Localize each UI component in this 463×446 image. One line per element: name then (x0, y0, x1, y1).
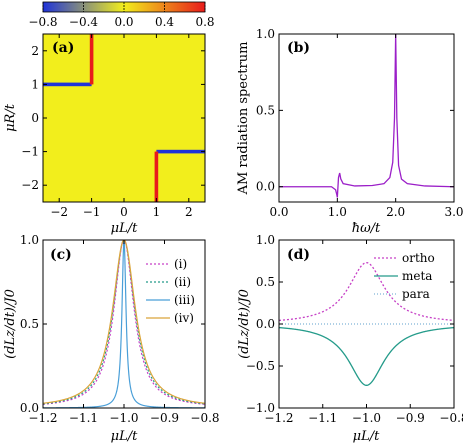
panel-b-plot (279, 34, 454, 198)
panel-a-xtick-label: −2 (50, 205, 68, 219)
panel-b: 0.0 1.0 2.0 3.0 0.0 0.5 1.0 (b) ħω/t AM radiat… (236, 27, 463, 236)
panel-d-label: (d) (287, 247, 310, 263)
panel-a: −2 −1 0 1 2 −2 −1 0 1 2 (a) μL/t μR/t (3, 33, 206, 236)
panel-d-ytick-label: 0.5 (256, 275, 275, 289)
panel-a-ytick-label: 1 (31, 77, 39, 91)
panel-a-xtick-label: 1 (153, 205, 161, 219)
panel-b-xtick-label: 3.0 (444, 205, 463, 219)
panel-a-ytick-label: −2 (21, 178, 39, 192)
panel-c-ytick-label: 0.0 (20, 401, 39, 415)
panel-d-series-line (279, 326, 454, 386)
panel-c-ytick-label: 0.5 (20, 317, 39, 331)
legend-entry: para (402, 287, 430, 301)
heatmap-line-horizontal (156, 149, 205, 154)
legend-entry: (iii) (174, 293, 195, 307)
panel-a-label: (a) (52, 40, 74, 56)
panel-c-legend: (i) (ii) (iii) (iv) (146, 257, 195, 325)
panel-b-xtick-label: 1.0 (328, 205, 347, 219)
colorbar-tick-label: −0.8 (28, 15, 57, 29)
panel-b-frame (278, 33, 455, 203)
panel-d-ytick-label: 1.0 (256, 233, 275, 247)
panel-b-label: (b) (287, 40, 310, 56)
panel-d-xtick-label: −0.8 (439, 411, 463, 425)
panel-d-xtick-label: −1.2 (264, 411, 293, 425)
heatmap-features (43, 34, 205, 202)
panel-b-ticks: 0.0 1.0 2.0 3.0 0.0 0.5 1.0 (256, 27, 463, 219)
panel-d-xtick-label: −0.9 (396, 411, 425, 425)
colorbar-ticks: −0.8 −0.4 0.0 0.4 0.8 (28, 2, 215, 29)
panel-c: −1.2 −1.1 −1.0 −0.9 −0.8 0.0 0.5 1.0 (c) (i) (ii… (3, 233, 220, 444)
panel-d-ytick-label: 0.0 (256, 317, 275, 331)
legend-entry: (ii) (174, 275, 191, 289)
panel-a-xtick-label: 0 (120, 205, 128, 219)
panel-c-xtick-label: −1.2 (28, 411, 57, 425)
heatmap-background (43, 34, 205, 202)
legend-entry: ortho (402, 251, 435, 265)
panel-d-xtick-label: −1.0 (352, 411, 381, 425)
panel-c-label: (c) (50, 247, 72, 263)
panel-a-xtick-label: 2 (185, 205, 193, 219)
panel-a-ticks: −2 −1 0 1 2 −2 −1 0 1 2 (21, 34, 205, 219)
panel-d-legend: ortho meta para (374, 251, 435, 301)
panel-a-ytick-label: 2 (31, 44, 39, 58)
colorbar: −0.8 −0.4 0.0 0.4 0.8 (28, 1, 215, 29)
panel-c-xtick-label: −1.0 (109, 411, 138, 425)
panel-d: −1.2 −1.1 −1.0 −0.9 −0.8 −1.0 −0.5 0.0 0.5 1.0 (d… (237, 233, 463, 444)
colorbar-tick-label: 0.4 (155, 15, 174, 29)
heatmap-line-vertical (154, 151, 159, 202)
panel-c-xtick-label: −0.9 (150, 411, 179, 425)
heatmap-line-horizontal (43, 82, 92, 87)
panel-d-ylabel: (dLz/dt)/J0 (237, 289, 252, 359)
panel-d-xtick-label: −1.1 (308, 411, 337, 425)
colorbar-tick-label: 0.8 (195, 15, 214, 29)
colorbar-tick-label: −0.4 (69, 15, 99, 29)
panel-d-plot (279, 262, 454, 386)
panel-c-ticks: −1.2 −1.1 −1.0 −0.9 −0.8 0.0 0.5 1.0 (20, 233, 220, 425)
panel-c-xlabel: μL/t (111, 429, 138, 444)
colorbar-tick-label: 0.0 (114, 15, 133, 29)
panel-c-ylabel: (dLz/dt)/J0 (3, 289, 18, 359)
panel-d-ytick-label: −1.0 (246, 401, 275, 415)
panel-b-ylabel: AM radiation spectrum (236, 42, 251, 196)
panel-b-ytick-label: 0.5 (256, 103, 275, 117)
panel-d-ytick-label: −0.5 (246, 359, 275, 373)
panel-b-xtick-label: 0.0 (269, 205, 288, 219)
panel-a-ylabel: μR/t (3, 103, 18, 132)
panel-b-xtick-label: 2.0 (386, 205, 405, 219)
panel-b-series-line (279, 34, 454, 198)
panel-a-ytick-label: 0 (31, 111, 39, 125)
panel-a-xlabel: μL/t (111, 221, 138, 236)
legend-entry: (i) (174, 257, 187, 271)
legend-entry: (iv) (174, 311, 194, 325)
panel-d-series-line (279, 262, 454, 322)
panel-c-series-line (43, 240, 205, 404)
legend-entry: meta (402, 269, 432, 283)
panel-a-ytick-label: −1 (21, 145, 39, 159)
panel-b-ytick-label: 1.0 (256, 27, 275, 41)
panel-a-xtick-label: −1 (83, 205, 101, 219)
panel-c-xtick-label: −1.1 (69, 411, 98, 425)
panel-b-ytick-label: 0.0 (256, 180, 275, 194)
panel-b-xlabel: ħω/t (352, 221, 381, 236)
heatmap-line-vertical (89, 34, 94, 85)
panel-c-ytick-label: 1.0 (20, 233, 39, 247)
panel-d-ticks: −1.2 −1.1 −1.0 −0.9 −0.8 −1.0 −0.5 0.0 0.5 1.0 (246, 233, 463, 425)
panel-c-xtick-label: −0.8 (190, 411, 219, 425)
panel-d-xlabel: μL/t (353, 429, 380, 444)
